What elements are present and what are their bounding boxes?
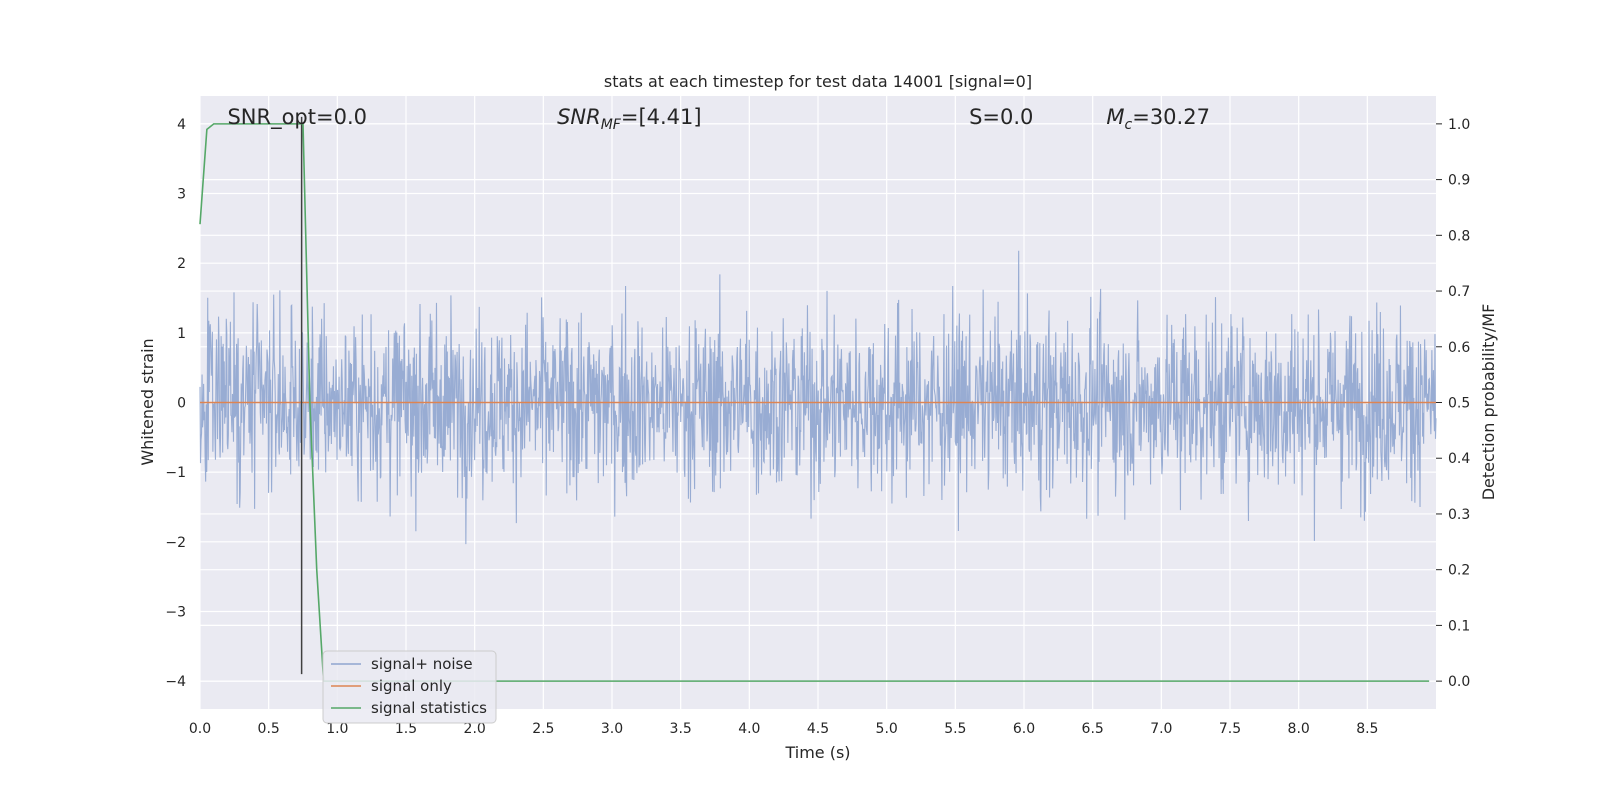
- y-axis-label-right: Detection probability/MF: [1479, 304, 1498, 501]
- x-tick-label: 3.0: [601, 721, 623, 737]
- annotation-text: Mc=30.27: [1106, 105, 1210, 133]
- y-right-tick-label: 0.5: [1448, 396, 1470, 412]
- y-left-tick-label: 1: [177, 326, 186, 342]
- y-left-tick-label: 3: [177, 187, 186, 203]
- y-left-tick-label: −4: [165, 674, 186, 690]
- y-right-tick-label: 0.0: [1448, 674, 1470, 690]
- x-tick-label: 4.5: [807, 721, 829, 737]
- annotation-text: SNRMF=[4.41]: [557, 105, 702, 133]
- x-tick-label: 0.0: [189, 721, 211, 737]
- y-left-tick-label: −1: [165, 465, 186, 481]
- data-layer: [199, 116, 1437, 682]
- series-signal-statistics: [199, 123, 1430, 682]
- x-tick-label: 6.5: [1082, 721, 1104, 737]
- x-tick-label: 7.0: [1150, 721, 1172, 737]
- y-right-tick-label: 0.7: [1448, 284, 1470, 300]
- x-tick-label: 6.0: [1013, 721, 1035, 737]
- x-tick-label: 5.5: [944, 721, 966, 737]
- annotations: SNR_opt=0.0 SNRMF=[4.41] S=0.0 Mc=30.27: [227, 105, 1209, 133]
- legend-label: signal+ noise: [371, 655, 473, 673]
- y-right-tick-label: 0.4: [1448, 451, 1470, 467]
- y-right-tick-label: 1.0: [1448, 117, 1470, 133]
- chart-title: stats at each timestep for test data 140…: [604, 72, 1032, 91]
- y-left-tick-label: −2: [165, 535, 186, 551]
- y-right-tick-label: 0.8: [1448, 228, 1470, 244]
- legend-label: signal statistics: [371, 699, 487, 717]
- x-tick-label: 5.0: [876, 721, 898, 737]
- annotation-text: S=0.0: [969, 105, 1033, 129]
- y-left-tick-label: −3: [165, 604, 186, 620]
- x-axis-label: Time (s): [784, 743, 850, 762]
- y-right-tick-label: 0.2: [1448, 563, 1470, 579]
- x-tick-label: 2.5: [532, 721, 554, 737]
- legend: signal+ noise signal only signal statistic…: [322, 650, 497, 724]
- y-right-tick-label: 0.3: [1448, 507, 1470, 523]
- tick-labels: 0.0 0.5 1.0 1.5 2.0 2.5 3.0 3.5 4.0 4.5 5.0 5.5 6.0 6…: [165, 117, 1470, 737]
- y-right-tick-label: 0.6: [1448, 340, 1470, 356]
- x-tick-label: 7.5: [1219, 721, 1241, 737]
- series-signal-noise: [199, 250, 1437, 545]
- y-right-tick-label: 0.9: [1448, 173, 1470, 189]
- x-tick-label: 8.0: [1288, 721, 1310, 737]
- y-left-tick-label: 2: [177, 256, 186, 272]
- legend-box: [322, 650, 497, 724]
- y-left-tick-label: 4: [177, 117, 186, 133]
- legend-label: signal only: [371, 677, 452, 695]
- x-tick-label: 1.0: [326, 721, 348, 737]
- x-tick-label: 8.5: [1356, 721, 1378, 737]
- x-tick-label: 2.0: [464, 721, 486, 737]
- annotation-text: SNR_opt=0.0: [227, 105, 367, 130]
- x-tick-label: 1.5: [395, 721, 417, 737]
- x-tick-label: 0.5: [258, 721, 280, 737]
- x-tick-label: 3.5: [670, 721, 692, 737]
- x-tick-label: 4.0: [738, 721, 760, 737]
- y-right-tick-label: 0.1: [1448, 618, 1470, 634]
- y-axis-label-left: Whitened strain: [138, 338, 157, 465]
- y-left-tick-label: 0: [177, 396, 186, 412]
